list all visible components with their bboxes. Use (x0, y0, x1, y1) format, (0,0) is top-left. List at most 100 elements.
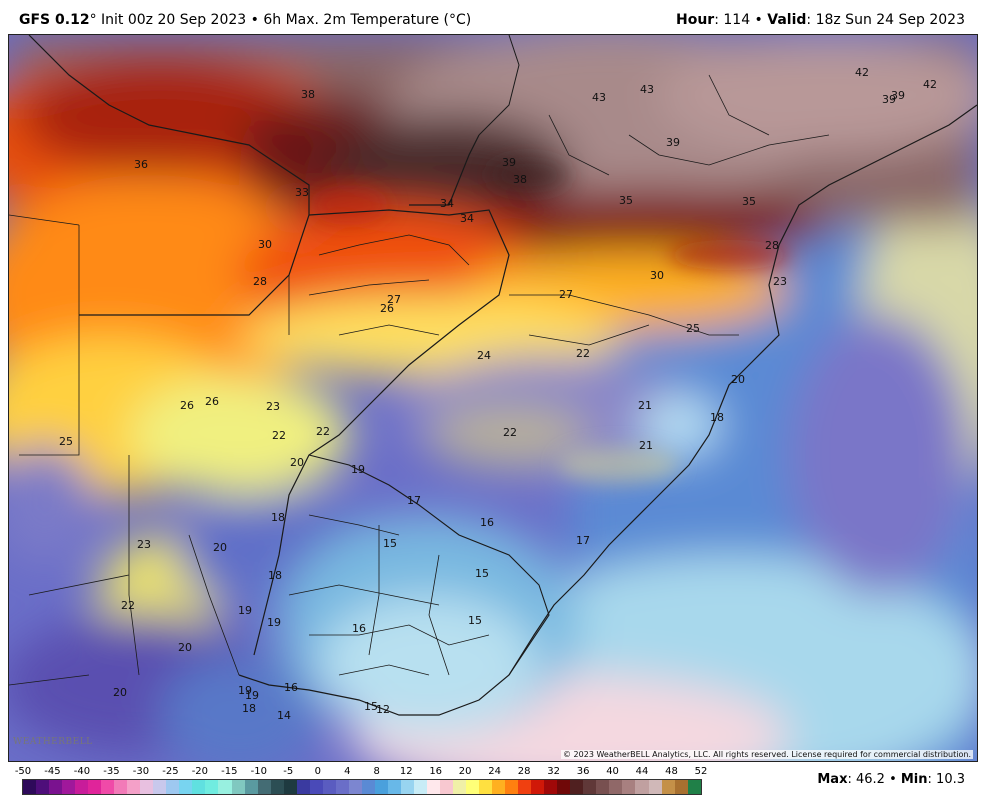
temperature-label: 35 (619, 194, 633, 207)
temperature-label: 18 (268, 569, 282, 582)
temperature-label: 22 (121, 599, 135, 612)
scale-swatch (400, 780, 414, 794)
scale-swatch (492, 780, 506, 794)
hour-value: : 114 • (714, 12, 768, 28)
scale-swatch (687, 780, 701, 794)
min-label: Min (900, 772, 928, 787)
scale-swatch (570, 780, 584, 794)
scale-swatch (426, 780, 440, 794)
copyright-notice: © 2023 WeatherBELL Analytics, LLC. All r… (561, 750, 973, 759)
temperature-label: 27 (387, 293, 401, 306)
scale-swatch (101, 780, 115, 794)
temperature-label: 19 (245, 689, 259, 702)
scale-swatch (257, 780, 271, 794)
scale-swatch (192, 780, 206, 794)
scale-tick-label: -25 (162, 766, 179, 777)
temperature-label: 18 (271, 511, 285, 524)
scale-tick-label: -45 (44, 766, 61, 777)
scale-swatch (440, 780, 454, 794)
temperature-label: 27 (559, 288, 573, 301)
temperature-label: 39 (891, 89, 905, 102)
scale-swatch (88, 780, 102, 794)
scale-tick-label: -5 (283, 766, 294, 777)
temperature-label: 38 (513, 173, 527, 186)
temperature-map[interactable]: 38 43 43 42 39 39 42 36 33 39 38 39 34 34 35 35 30 30 27 28… (8, 34, 978, 762)
scale-swatch (453, 780, 467, 794)
scale-swatch (140, 780, 154, 794)
scale-tick-label: 28 (517, 766, 531, 777)
scale-swatch (335, 780, 349, 794)
temperature-label: 30 (650, 269, 664, 282)
scale-swatch (62, 780, 76, 794)
scale-tick-label: 40 (606, 766, 619, 777)
scale-swatch (153, 780, 167, 794)
temperature-label: 20 (213, 541, 227, 554)
scale-swatch (231, 780, 245, 794)
scale-swatch (270, 780, 284, 794)
scale-tick-label: 4 (344, 766, 351, 777)
scale-swatch (596, 780, 610, 794)
temperature-label: 18 (242, 702, 256, 715)
scale-swatch (75, 780, 89, 794)
scale-tick-label: -35 (103, 766, 120, 777)
temperature-label: 35 (742, 195, 756, 208)
hour-label: Hour (676, 12, 715, 28)
max-label: Max (817, 772, 848, 787)
temperature-label: 23 (773, 275, 787, 288)
temperature-label: 18 (710, 411, 724, 424)
scale-swatch (361, 780, 375, 794)
temperature-label: 36 (134, 158, 148, 171)
temperature-label: 34 (440, 197, 454, 210)
model-name: GFS 0.12 (19, 12, 90, 28)
header: GFS 0.12° Init 00z 20 Sep 2023 • 6h Max.… (0, 0, 984, 34)
temperature-label: 26 (380, 302, 394, 315)
temperature-label: 42 (923, 78, 937, 91)
scale-swatch (49, 780, 63, 794)
temperature-label: 26 (205, 395, 219, 408)
scale-swatch (127, 780, 141, 794)
valid-value: : 18z Sun 24 Sep 2023 (806, 12, 965, 28)
scale-swatch (661, 780, 675, 794)
scale-swatch (609, 780, 623, 794)
scale-swatch (348, 780, 362, 794)
scale-tick-label: -50 (14, 766, 32, 777)
scale-swatch (531, 780, 545, 794)
scale-swatch (218, 780, 232, 794)
temperature-label: 19 (238, 684, 252, 697)
temperature-label: 21 (639, 439, 653, 452)
temperature-label: 20 (178, 641, 192, 654)
chart-title: GFS 0.12° Init 00z 20 Sep 2023 • 6h Max.… (19, 12, 471, 28)
temperature-label: 26 (180, 399, 194, 412)
temperature-label: 16 (284, 681, 298, 694)
scale-ticks: -50 -45 -40 -35 -30 -25 -20 -15 -10 -5 0 4 8 12 16 20 24… (14, 766, 714, 778)
temperature-label: 17 (407, 494, 421, 507)
scale-swatch (387, 780, 401, 794)
temperature-label: 39 (502, 156, 516, 169)
scale-tick-label: 8 (373, 766, 380, 777)
color-scale: -50 -45 -40 -35 -30 -25 -20 -15 -10 -5 0 4 8 12 16 20 24… (0, 762, 984, 808)
temperature-label: 30 (258, 238, 272, 251)
scale-swatch (36, 780, 50, 794)
scale-swatch (309, 780, 323, 794)
temperature-label: 39 (666, 136, 680, 149)
scale-swatch (518, 780, 532, 794)
temperature-label: 24 (477, 349, 491, 362)
temperature-label: 17 (576, 534, 590, 547)
valid-time: Hour: 114 • Valid: 18z Sun 24 Sep 2023 (676, 12, 965, 28)
scale-tick-label: -20 (191, 766, 209, 777)
temperature-label: 28 (765, 239, 779, 252)
temperature-label: 12 (376, 703, 390, 716)
run-description: Init 00z 20 Sep 2023 • 6h Max. 2m Temper… (101, 12, 472, 28)
temperature-label: 38 (301, 88, 315, 101)
temperature-label: 20 (113, 686, 127, 699)
max-min-readout: Max: 46.2 • Min: 10.3 (817, 772, 965, 787)
scale-tick-label: 16 (429, 766, 443, 777)
scale-tick-label: 36 (576, 766, 590, 777)
scale-tick-label: -10 (250, 766, 267, 777)
scale-swatch (244, 780, 258, 794)
temperature-label: 23 (137, 538, 151, 551)
scale-swatch (283, 780, 297, 794)
scale-swatch (622, 780, 636, 794)
scale-tick-label: -15 (221, 766, 238, 777)
temperature-label: 39 (882, 93, 896, 106)
